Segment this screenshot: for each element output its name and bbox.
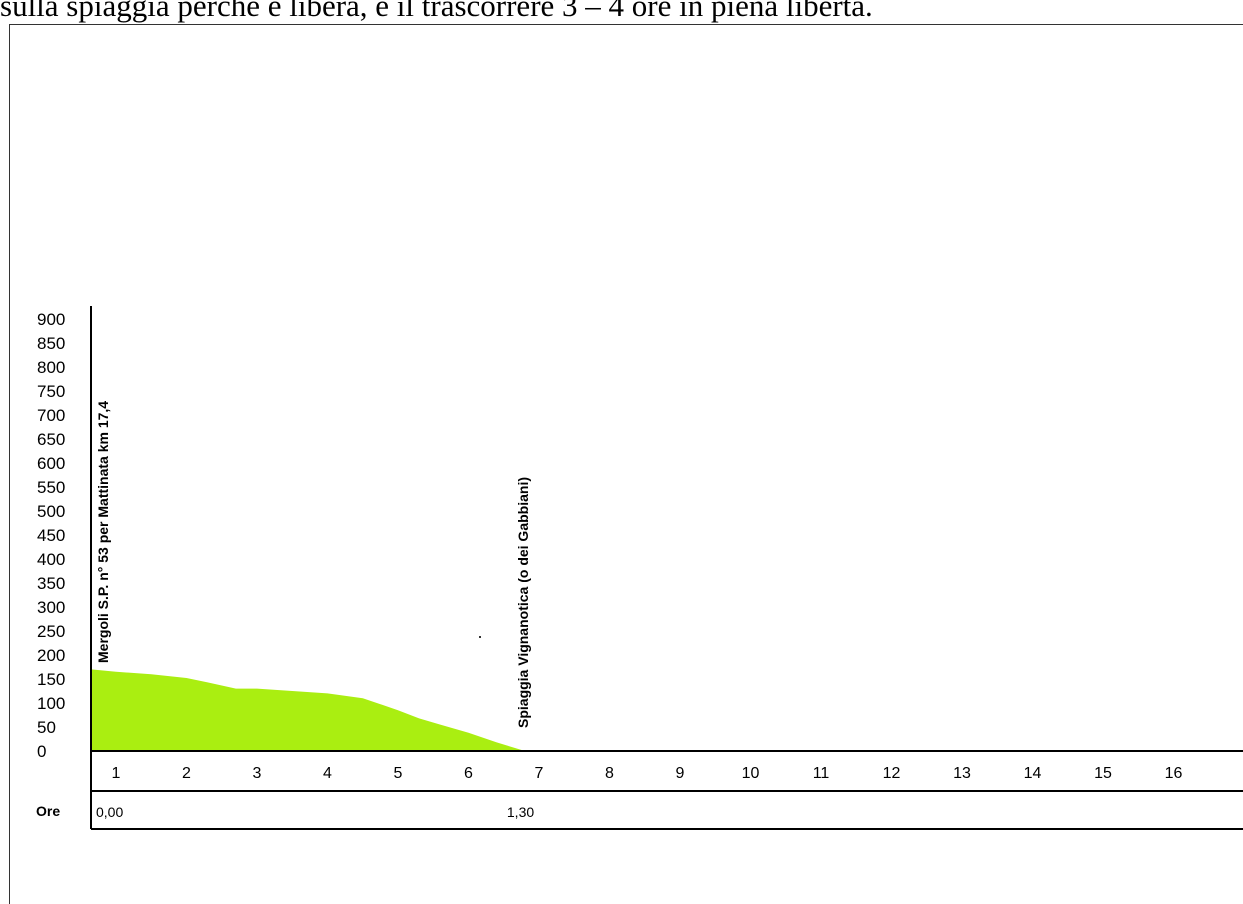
- x-tick-label: 9: [676, 765, 685, 782]
- y-tick-label: 850: [37, 334, 65, 353]
- y-tick-label: 500: [37, 502, 65, 521]
- y-tick-label: 100: [37, 694, 65, 713]
- y-tick-label: 650: [37, 430, 65, 449]
- y-tick-label: 400: [37, 550, 65, 569]
- x-tick-label: 13: [953, 765, 971, 782]
- page-intro-text: sulla spiaggia perché è libera, e il tra…: [0, 0, 873, 23]
- x-tick-label: 8: [605, 765, 614, 782]
- x-tick-label: 10: [742, 765, 760, 782]
- y-tick-label: 900: [37, 310, 65, 329]
- x-tick-label: 5: [394, 765, 403, 782]
- y-tick-label: 300: [37, 598, 65, 617]
- ore-row-label: Ore: [36, 803, 60, 819]
- y-tick-label: 600: [37, 454, 65, 473]
- x-tick-label: 14: [1024, 765, 1042, 782]
- x-tick-label: 2: [182, 765, 191, 782]
- chart-frame: [9, 24, 1243, 904]
- x-tick-label: 1: [112, 765, 121, 782]
- x-tick-label: 15: [1094, 765, 1112, 782]
- waypoint-label: Mergoli S.P. n° 53 per Mattinata km 17,4: [95, 401, 111, 663]
- y-tick-label: 250: [37, 622, 65, 641]
- x-tick-label: 12: [883, 765, 901, 782]
- x-tick-label: 4: [323, 765, 332, 782]
- y-tick-label: 750: [37, 382, 65, 401]
- elevation-area: [91, 669, 525, 751]
- x-tick-label: 11: [813, 765, 830, 782]
- waypoint-label: Spiaggia Vignanotica (o dei Gabbiani): [515, 477, 531, 728]
- y-tick-label: 350: [37, 574, 65, 593]
- y-tick-label: 450: [37, 526, 65, 545]
- x-tick-label: 7: [535, 765, 544, 782]
- x-tick-label: 6: [464, 765, 473, 782]
- ore-value: 0,00: [96, 804, 123, 820]
- elevation-profile-chart: 0 50 100 150 200 250 300 350 400 450 500 550 600 650 7…: [36, 306, 1243, 830]
- y-tick-label: 700: [37, 406, 65, 425]
- y-tick-label: 800: [37, 358, 65, 377]
- y-tick-label: 200: [37, 646, 65, 665]
- y-tick-label: 0: [37, 742, 46, 761]
- ore-value: 1,30: [507, 804, 534, 820]
- stray-dot-mark: [479, 636, 481, 638]
- y-tick-label: 550: [37, 478, 65, 497]
- y-tick-label: 50: [37, 718, 56, 737]
- x-tick-label: 16: [1165, 765, 1183, 782]
- x-tick-label: 3: [253, 765, 262, 782]
- y-tick-label: 150: [37, 670, 65, 689]
